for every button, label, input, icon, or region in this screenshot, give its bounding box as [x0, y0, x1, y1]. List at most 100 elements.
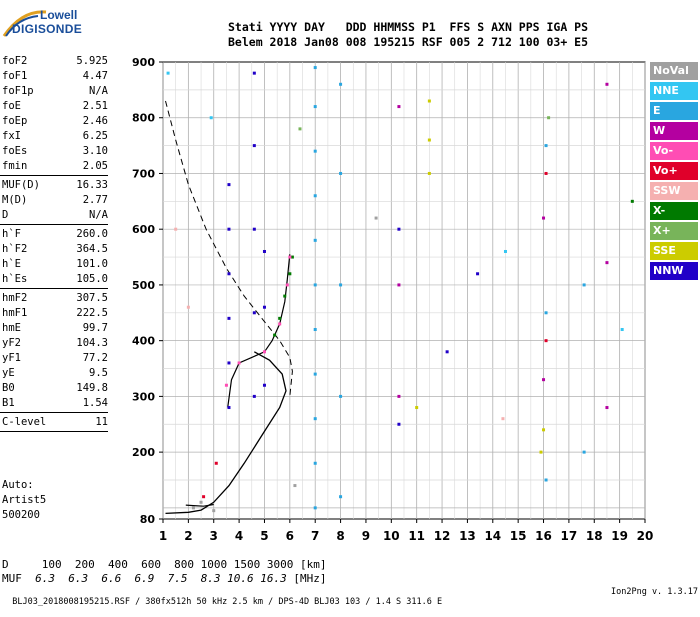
- y-tick-label: 300: [132, 390, 155, 403]
- data-point: [288, 272, 292, 276]
- param-separator: [0, 224, 108, 225]
- param-row: yE 9.5: [0, 366, 108, 381]
- logo-lowell: Lowell: [40, 8, 78, 22]
- data-point: [313, 238, 317, 242]
- param-row: M(D) 2.77: [0, 193, 108, 208]
- data-point: [202, 495, 206, 499]
- data-point: [547, 116, 551, 120]
- e-trace-line: [185, 503, 214, 507]
- data-point: [542, 378, 546, 382]
- y-tick-label: 200: [132, 446, 155, 459]
- data-point: [313, 328, 317, 332]
- x-tick-label: 6: [286, 529, 294, 543]
- param-name: D: [2, 209, 9, 221]
- footer-version: Ion2Png v. 1.3.17: [611, 587, 698, 597]
- param-row: fmin 2.05: [0, 159, 108, 174]
- data-point: [227, 272, 231, 276]
- legend-item: W: [650, 122, 698, 140]
- legend-item: NNE: [650, 82, 698, 100]
- param-name: h`E: [2, 258, 21, 270]
- x-tick-label: 3: [210, 529, 218, 543]
- y-tick-label: 80: [140, 513, 156, 526]
- param-row: hmF2 307.5: [0, 291, 108, 306]
- param-value: 16.33: [76, 179, 108, 191]
- data-point: [313, 506, 317, 510]
- param-row: foEp 2.46: [0, 114, 108, 129]
- data-point: [374, 216, 378, 220]
- param-value: 101.0: [76, 258, 108, 270]
- ionogram-chart: 1 2 3 4 5 6 7 8 9 10 11 12 13 14 15 16 17 18 19 20802003004…: [132, 56, 653, 543]
- param-value: 5.925: [76, 55, 108, 67]
- legend-item: E: [650, 102, 698, 120]
- x-tick-label: 4: [235, 529, 243, 543]
- param-row: fxI 6.25: [0, 129, 108, 144]
- data-point: [262, 350, 266, 354]
- param-row: h`E 101.0: [0, 257, 108, 272]
- param-name: fxI: [2, 130, 21, 142]
- of-trace-line: [227, 254, 291, 408]
- param-value: 3.10: [82, 145, 108, 157]
- muf-unit: [MHz]: [293, 572, 327, 585]
- ionospheric-parameters-panel: foF2 5.925 foF1 4.47 foF1p N/A foE 2.51 foEp 2.46…: [0, 54, 108, 434]
- auto-label: Auto:: [2, 479, 34, 491]
- param-value: 2.77: [82, 194, 108, 206]
- data-point: [605, 406, 609, 410]
- data-point: [252, 144, 256, 148]
- param-row: h`Es 105.0: [0, 272, 108, 287]
- y-tick-label: 900: [132, 56, 155, 69]
- param-name: C-level: [2, 416, 47, 428]
- data-point: [476, 272, 480, 276]
- param-row: foEs 3.10: [0, 144, 108, 159]
- y-tick-label: 600: [132, 223, 155, 236]
- data-point: [186, 305, 190, 309]
- data-point: [339, 82, 343, 86]
- data-point: [273, 333, 277, 337]
- param-separator: [0, 288, 108, 289]
- data-point: [313, 66, 317, 70]
- x-tick-label: 16: [535, 529, 552, 543]
- header-row-1: Stati YYYY DAY DDD HHMMSS P1 FFS S AXN P…: [228, 20, 589, 34]
- data-point: [542, 216, 546, 220]
- param-value: 2.46: [82, 115, 108, 127]
- data-point: [605, 82, 609, 86]
- data-point: [227, 361, 231, 365]
- data-point: [278, 316, 282, 320]
- data-point: [262, 305, 266, 309]
- data-point: [227, 316, 231, 320]
- muf-label: MUF: [2, 572, 22, 585]
- data-point: [199, 500, 203, 504]
- x-tick-label: 11: [408, 529, 425, 543]
- data-point: [224, 383, 228, 387]
- legend-item: X+: [650, 222, 698, 240]
- data-point: [503, 249, 507, 253]
- data-point: [313, 372, 317, 376]
- param-row: foE 2.51: [0, 99, 108, 114]
- data-point: [397, 422, 401, 426]
- param-value: 11: [95, 416, 108, 428]
- param-row: foF2 5.925: [0, 54, 108, 69]
- param-row: yF1 77.2: [0, 351, 108, 366]
- data-point: [397, 394, 401, 398]
- x-tick-label: 17: [561, 529, 578, 543]
- data-point: [445, 350, 449, 354]
- param-value: 105.0: [76, 273, 108, 285]
- x-tick-label: 2: [184, 529, 192, 543]
- data-point: [285, 283, 289, 287]
- y-tick-label: 700: [132, 167, 155, 180]
- legend-item: Vo-: [650, 142, 698, 160]
- param-value: 6.25: [82, 130, 108, 142]
- param-row: D N/A: [0, 208, 108, 223]
- data-point: [630, 199, 634, 203]
- param-value: N/A: [89, 209, 108, 221]
- param-name: fmin: [2, 160, 28, 172]
- data-point: [237, 361, 241, 365]
- data-point: [278, 322, 282, 326]
- param-name: hmE: [2, 322, 21, 334]
- data-point: [544, 311, 548, 315]
- data-point: [313, 194, 317, 198]
- data-point: [262, 249, 266, 253]
- auto-version: 500200: [2, 509, 40, 521]
- distance-row: D 100 200 400 600 800 1000 1500 3000 [km…: [2, 558, 327, 571]
- param-row: C-level 11: [0, 415, 108, 430]
- logo-swoosh-icon: [2, 10, 47, 37]
